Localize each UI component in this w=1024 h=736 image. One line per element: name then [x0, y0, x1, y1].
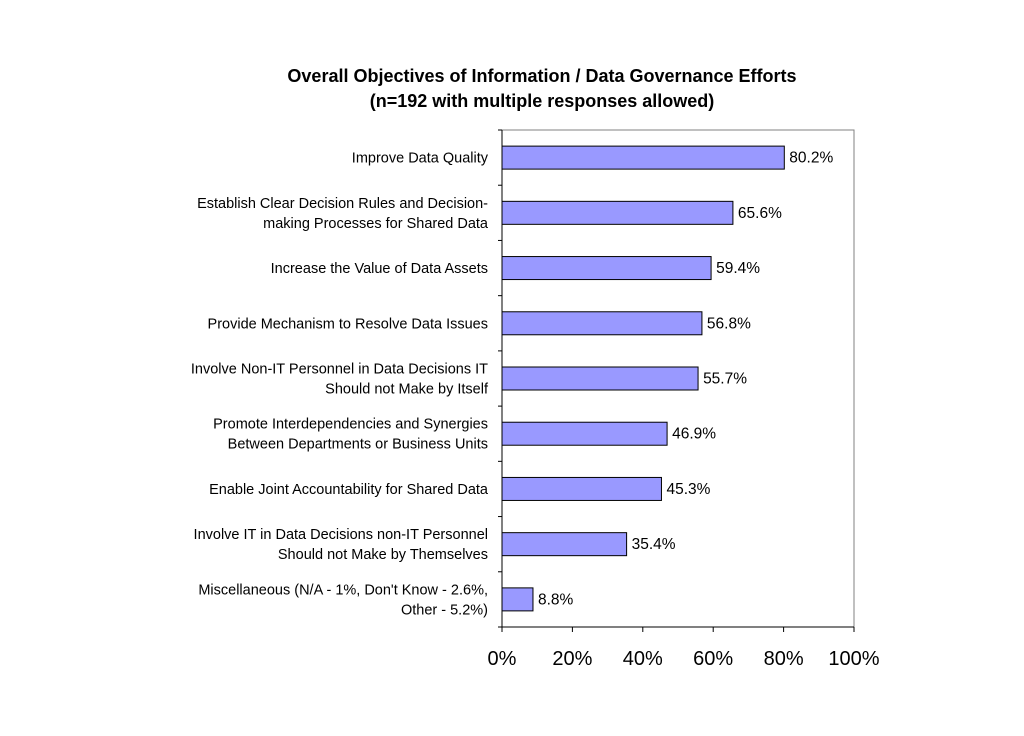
value-label: 59.4% [716, 260, 760, 277]
category-label-line: Miscellaneous (N/A - 1%, Don't Know - 2.… [198, 582, 488, 598]
category-label-line: Should not Make by Themselves [278, 547, 488, 563]
x-tick-label: 0% [488, 648, 517, 670]
bar [501, 366, 699, 391]
bar [501, 200, 734, 225]
bar [501, 256, 712, 281]
chart-title-line-1: Overall Objectives of Information / Data… [287, 66, 797, 86]
value-label: 45.3% [666, 481, 710, 498]
category-label: Enable Joint Accountability for Shared D… [209, 482, 489, 498]
x-tick-label: 100% [828, 648, 879, 670]
category-label-line: Involve Non-IT Personnel in Data Decisio… [191, 362, 488, 378]
bar [501, 587, 534, 612]
category-label: Establish Clear Decision Rules and Decis… [197, 196, 489, 232]
value-label: 46.9% [672, 426, 716, 443]
category-label: Improve Data Quality [352, 151, 489, 167]
category-label-line: Improve Data Quality [352, 151, 489, 167]
category-label-line: Between Departments or Business Units [228, 437, 488, 453]
category-label-line: Promote Interdependencies and Synergies [213, 417, 488, 433]
category-label: Provide Mechanism to Resolve Data Issues [208, 316, 488, 332]
category-label-line: Increase the Value of Data Assets [271, 261, 488, 277]
value-label: 56.8% [707, 315, 751, 332]
category-label-line: Other - 5.2%) [401, 602, 488, 618]
category-label-line: Enable Joint Accountability for Shared D… [209, 482, 489, 498]
category-label: Promote Interdependencies and Synergies B… [213, 417, 488, 453]
value-label: 65.6% [738, 205, 782, 222]
category-label: Increase the Value of Data Assets [271, 261, 488, 277]
value-label: 55.7% [703, 371, 747, 388]
bar [501, 145, 785, 170]
value-label: 35.4% [632, 536, 676, 553]
category-label: Miscellaneous (N/A - 1%, Don't Know - 2.… [198, 582, 488, 618]
bar [501, 476, 662, 501]
value-label: 8.8% [538, 591, 574, 608]
bar [501, 311, 703, 336]
bar [501, 421, 668, 446]
category-label: Involve Non-IT Personnel in Data Decisio… [191, 362, 489, 398]
category-label-line: making Processes for Shared Data [263, 216, 489, 232]
x-tick-label: 20% [552, 648, 592, 670]
chart-title: Overall Objectives of Information / Data… [0, 64, 1024, 114]
chart-title-line-2: (n=192 with multiple responses allowed) [369, 91, 715, 111]
category-label-line: Should not Make by Itself [325, 382, 489, 398]
category-label-line: Involve IT in Data Decisions non-IT Pers… [194, 527, 488, 543]
bar [501, 532, 628, 557]
category-label-line: Provide Mechanism to Resolve Data Issues [208, 316, 488, 332]
category-label-line: Establish Clear Decision Rules and Decis… [197, 196, 488, 212]
category-label: Involve IT in Data Decisions non-IT Pers… [194, 527, 488, 563]
x-tick-label: 80% [764, 648, 804, 670]
x-tick-label: 40% [623, 648, 663, 670]
x-tick-label: 60% [693, 648, 733, 670]
value-label: 80.2% [789, 150, 833, 167]
